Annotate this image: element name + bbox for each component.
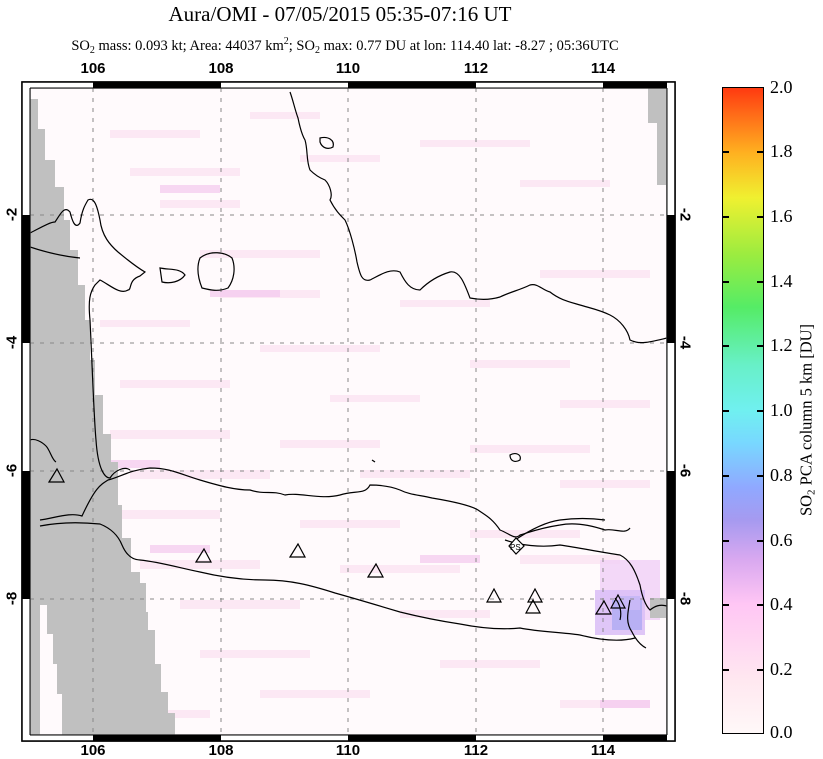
colorbar-title-rest: PCA column 5 km [DU] (796, 323, 816, 490)
so2-plume (595, 560, 660, 635)
x-bottom-tick-112: 112 (463, 742, 489, 759)
colorbar-tick (722, 410, 729, 412)
coastlines (30, 91, 667, 649)
volcano-icon (526, 587, 544, 603)
colorbar-label-2-0: 2.0 (770, 77, 793, 97)
colorbar-label-1-8: 1.8 (770, 141, 793, 161)
x-top-tick-114: 114 (590, 60, 616, 77)
colorbar-title-sub: 2 (805, 489, 818, 495)
volcano-icon (194, 547, 213, 563)
gridlines (30, 88, 667, 735)
volcano-markers (47, 467, 627, 615)
colorbar-tick (757, 669, 764, 671)
volcano-icon (609, 593, 627, 609)
colorbar-label-0-2: 0.2 (770, 659, 793, 679)
volcano-icon (288, 542, 307, 558)
colorbar-tick (722, 216, 729, 218)
colorbar-title-so: SO (796, 494, 816, 517)
x-top-tick-112: 112 (463, 60, 489, 77)
colorbar-label-1-2: 1.2 (770, 335, 793, 355)
x-bottom-tick-114: 114 (590, 742, 616, 759)
x-top-tick-106: 106 (80, 60, 106, 77)
colorbar-tick (757, 604, 764, 606)
colorbar-tick (757, 540, 764, 542)
no-data-region (30, 88, 667, 735)
volcano-icon (47, 467, 66, 483)
x-top-tick-110: 110 (335, 60, 361, 77)
volcano-icon (594, 599, 613, 615)
colorbar-tick (722, 540, 729, 542)
chart-title: Aura/OMI - 07/05/2015 05:35-07:16 UT (168, 2, 512, 26)
so2-subscript-2: 2 (314, 45, 320, 56)
so2-subscript: 2 (89, 45, 95, 56)
ps-marker-label: PS (510, 543, 521, 552)
colorbar-tick (757, 345, 764, 347)
colorbar-label-0-0: 0.0 (770, 722, 793, 742)
colorbar-tick (722, 345, 729, 347)
axis-frame (21, 81, 676, 742)
colorbar-label-0-8: 0.8 (770, 465, 793, 485)
colorbar-tick (722, 151, 729, 153)
max-text: max: 0.77 DU at lon: 114.40 lat: -8.27 ;… (319, 38, 619, 54)
volcano-icon (524, 598, 542, 614)
colorbar-label-0-6: 0.6 (770, 530, 793, 550)
colorbar-tick (722, 281, 729, 283)
x-bottom-tick-108: 108 (208, 742, 234, 759)
colorbar-label-0-4: 0.4 (770, 594, 793, 614)
colorbar-title: SO2 PCA column 5 km [DU] (797, 324, 818, 516)
colorbar-tick (757, 475, 764, 477)
colorbar-tick (757, 216, 764, 218)
so2-label-2: ; SO (288, 38, 315, 54)
colorbar-tick (757, 410, 764, 412)
area-superscript: 2 (283, 36, 289, 47)
colorbar-label-1-0: 1.0 (770, 400, 793, 420)
volcano-icon (485, 587, 503, 603)
mass-area-text: mass: 0.093 kt; Area: 44037 km (94, 38, 284, 54)
colorbar-tick (722, 475, 729, 477)
x-top-tick-108: 108 (208, 60, 234, 77)
colorbar-label-1-4: 1.4 (770, 271, 793, 291)
so2-label: SO (71, 38, 90, 54)
colorbar-tick (757, 281, 764, 283)
chart-subtitle: SO2 mass: 0.093 kt; Area: 44037 km2; SO2… (0, 36, 690, 56)
x-bottom-tick-106: 106 (80, 742, 106, 759)
ps-marker: PS (508, 537, 525, 555)
colorbar-tick (722, 604, 729, 606)
volcano-icon (366, 562, 385, 578)
colorbar-label-1-6: 1.6 (770, 206, 793, 226)
x-bottom-tick-110: 110 (335, 742, 361, 759)
colorbar-tick (757, 151, 764, 153)
colorbar-tick (722, 669, 729, 671)
